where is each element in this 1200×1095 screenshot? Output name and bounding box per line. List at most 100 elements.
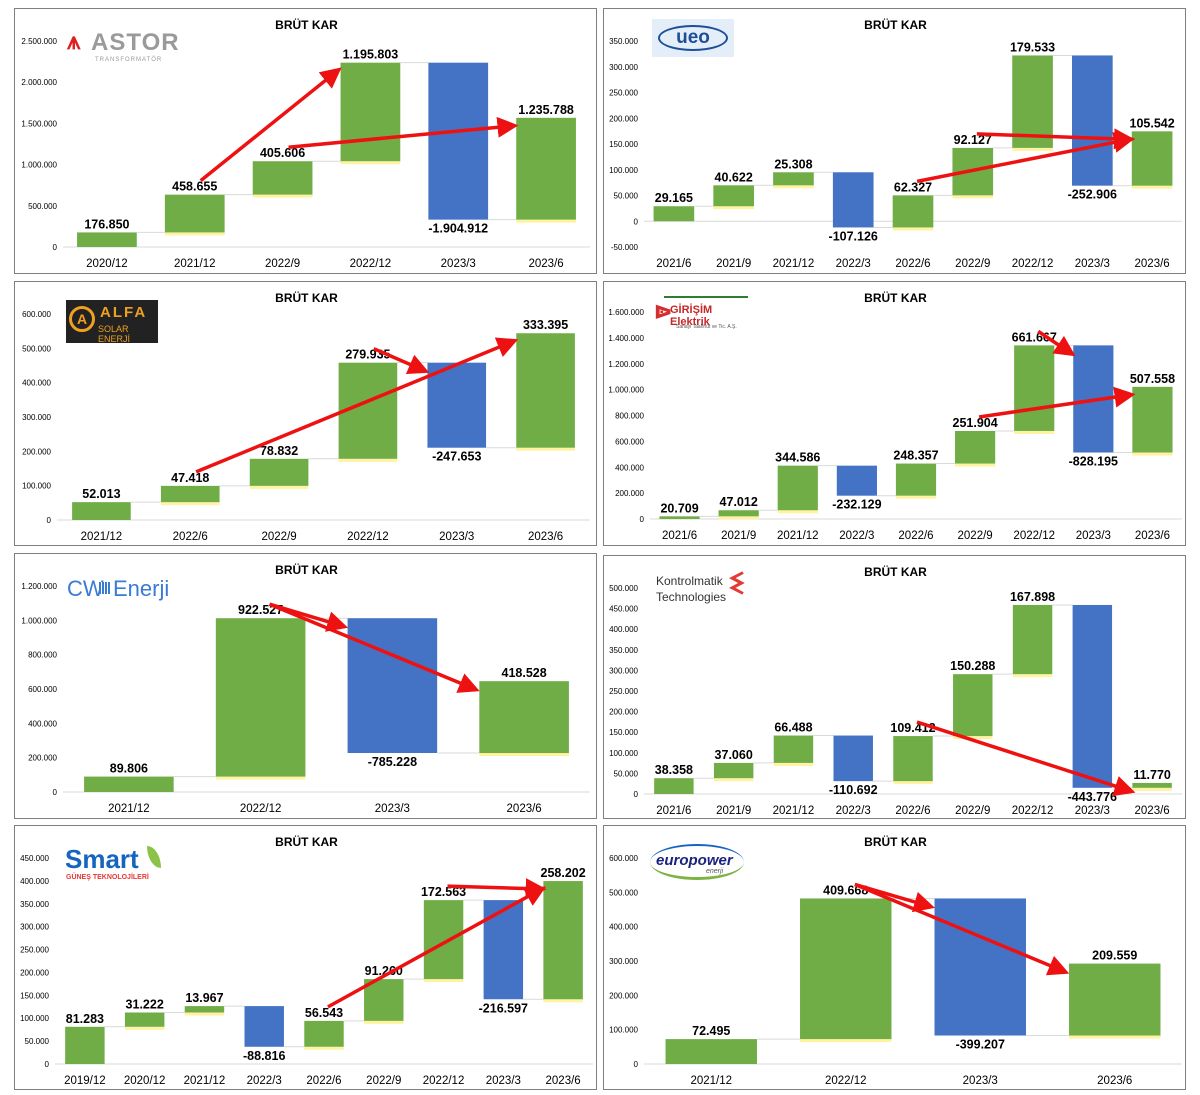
waterfall-bar — [543, 881, 583, 1000]
y-tick-label: 500.000 — [28, 202, 57, 211]
y-tick-label: 300.000 — [609, 63, 638, 72]
bar-base-highlight — [1012, 674, 1053, 678]
category-label: 2023/3 — [439, 531, 474, 543]
category-label: 2022/3 — [836, 258, 871, 270]
data-label: 1.195.803 — [343, 48, 399, 62]
trend-arrow — [978, 386, 1136, 419]
waterfall-bar — [832, 172, 874, 228]
y-tick-label: 400.000 — [609, 625, 638, 634]
chart-panel-alfa: BRÜT KAR 0 100.000 200.000 300.000 400.000 500… — [14, 281, 597, 546]
data-label: 29.165 — [655, 191, 693, 205]
chart-title: BRÜT KAR — [275, 562, 338, 577]
bar-base-highlight — [364, 1020, 404, 1024]
ueo-logo-text: ueo — [676, 27, 710, 48]
logo-girisim: ᐉ GİRİŞİM Elektrik Sanayi Taahhüt ve Tic… — [654, 294, 754, 344]
y-tick-label: 250.000 — [20, 946, 49, 955]
category-label: 2022/12 — [347, 531, 389, 543]
waterfall-bar — [895, 463, 937, 496]
chart-ueo: BRÜT KAR -50.000 0 50.000 100.000 150.000 200.… — [609, 17, 1182, 270]
waterfall-bar — [516, 333, 575, 448]
y-tick-label: 600.000 — [615, 437, 644, 446]
logo-europower: europower enerji — [650, 840, 745, 884]
europower-logo-subtext: enerji — [706, 868, 724, 875]
bar-base-highlight — [516, 447, 575, 451]
trend-arrow — [373, 347, 430, 375]
y-tick-label: 0 — [47, 516, 52, 525]
chart-title: BRÜT KAR — [275, 834, 338, 849]
y-tick-label: 1.000.000 — [608, 386, 644, 395]
y-tick-label: 400.000 — [615, 463, 644, 472]
waterfall-bar — [1132, 386, 1173, 453]
girisim-logo-line — [664, 296, 748, 298]
data-label: 344.586 — [775, 451, 820, 465]
waterfall-bar — [800, 898, 892, 1040]
category-label: 2022/9 — [261, 531, 296, 543]
bar-base-highlight — [1014, 430, 1055, 434]
waterfall-bar — [427, 362, 487, 448]
data-label: 248.357 — [893, 449, 938, 463]
chart-smart: BRÜT KAR 0 50.000 100.000 150.000 200.000 250.… — [20, 834, 593, 1087]
y-tick-label: 500.000 — [609, 888, 638, 897]
category-label: 2022/9 — [955, 258, 990, 270]
chart-title: BRÜT KAR — [864, 290, 927, 305]
category-label: 2021/12 — [81, 531, 123, 543]
y-tick-label: 300.000 — [20, 923, 49, 932]
smart-logo-subtext: GÜNEŞ TEKNOLOJİLERİ — [66, 874, 149, 881]
data-label: 72.495 — [692, 1024, 730, 1038]
waterfall-bar — [160, 485, 220, 503]
waterfall-bar — [1131, 131, 1173, 186]
category-label: 2021/12 — [108, 803, 150, 815]
waterfall-bar — [777, 465, 818, 511]
data-label: 13.967 — [185, 991, 223, 1005]
y-tick-label: 450.000 — [609, 605, 638, 614]
chart-panel-ueo: BRÜT KAR -50.000 0 50.000 100.000 150.000 200.… — [603, 8, 1186, 274]
category-label: 2021/12 — [777, 530, 819, 542]
category-label: 2022/6 — [306, 1075, 341, 1087]
bar-base-highlight — [893, 781, 933, 785]
category-label: 2023/3 — [375, 803, 410, 815]
data-label: 333.395 — [523, 318, 568, 332]
y-tick-label: 400.000 — [609, 923, 638, 932]
data-label: -216.597 — [479, 1001, 528, 1015]
y-tick-label: 600.000 — [609, 854, 638, 863]
waterfall-bar — [1012, 604, 1053, 675]
chart-panel-astor: BRÜT KAR 0 500.000 1.000.000 1.500.000 2.000.… — [14, 8, 597, 274]
waterfall-bar — [479, 681, 569, 754]
kontrolmatik-line2: Technologies — [656, 590, 727, 604]
waterfall-bar — [347, 618, 438, 754]
y-tick-label: 1.500.000 — [21, 119, 57, 128]
data-label: 62.327 — [894, 180, 932, 194]
data-label: 11.770 — [1133, 768, 1171, 782]
y-tick-label: 200.000 — [609, 708, 638, 717]
bar-base-highlight — [773, 762, 814, 766]
trend-arrow — [854, 882, 1070, 976]
category-label: 2021/6 — [662, 530, 697, 542]
data-label: 418.528 — [502, 666, 547, 680]
y-tick-label: 300.000 — [609, 957, 638, 966]
category-label: 2022/12 — [423, 1075, 465, 1087]
data-label: 52.013 — [82, 487, 120, 501]
waterfall-bar — [304, 1020, 344, 1047]
category-label: 2022/12 — [1012, 258, 1054, 270]
y-tick-label: 350.000 — [20, 900, 49, 909]
alfa-logo-subtext: SOLAR ENERJİ — [98, 324, 131, 344]
bar-base-highlight — [516, 219, 576, 223]
y-tick-label: 200.000 — [609, 114, 638, 123]
chart-panel-europower: BRÜT KAR 0 100.000 200.000 300.000 400.000 500… — [603, 825, 1186, 1090]
data-label: 405.606 — [260, 146, 305, 160]
category-label: 2023/6 — [1135, 530, 1170, 542]
category-label: 2022/9 — [955, 805, 990, 817]
data-label: 109.412 — [890, 721, 935, 735]
girisim-logo-subtext: Sanayi Taahhüt ve Tic. A.Ş. — [676, 324, 737, 330]
y-tick-label: 100.000 — [609, 749, 638, 758]
data-label: 56.543 — [305, 1006, 343, 1020]
y-tick-label: 200.000 — [28, 754, 57, 763]
y-tick-label: 2.500.000 — [21, 37, 57, 46]
bar-base-highlight — [777, 510, 818, 514]
y-tick-label: 150.000 — [609, 140, 638, 149]
category-label: 2022/12 — [1013, 530, 1055, 542]
data-label: 251.904 — [953, 416, 998, 430]
bar-base-highlight — [164, 232, 225, 236]
chart-title: BRÜT KAR — [275, 17, 338, 32]
data-label: -110.692 — [829, 783, 878, 797]
